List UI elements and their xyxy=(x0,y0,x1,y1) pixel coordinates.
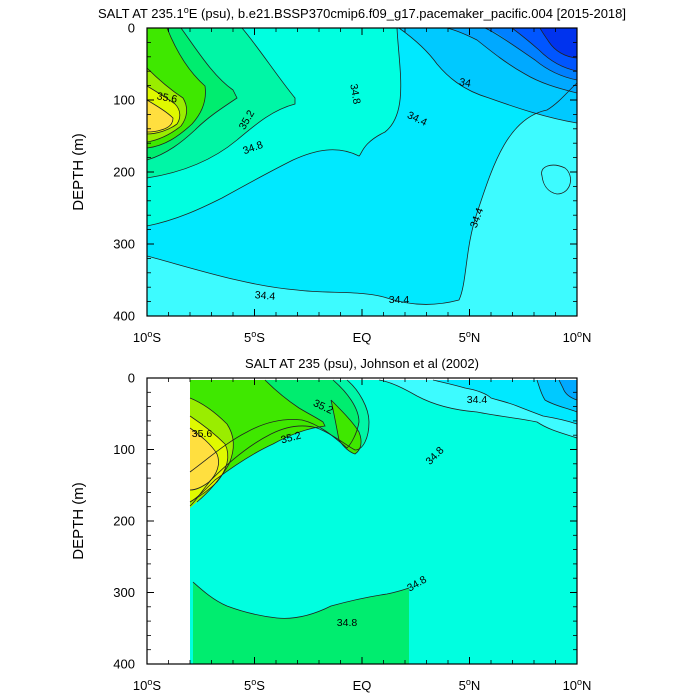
bottom-salinity-region-14 xyxy=(147,378,190,664)
bottom-contour-line-6 xyxy=(192,581,410,619)
top-contour-line-1 xyxy=(541,164,571,195)
bottom-y-tick-label: 0 xyxy=(128,371,135,386)
bottom-x-tick-label: 10oN xyxy=(563,677,592,693)
bottom-plot-area: 35.635.235.234.434.834.834.8010020030040… xyxy=(70,356,591,693)
top-salinity-region-8 xyxy=(540,28,577,58)
top-y-tick-label: 0 xyxy=(128,21,135,36)
top-contour-line-6 xyxy=(511,28,577,72)
top-contour-line-5 xyxy=(484,28,577,81)
top-contour-label: 34.4 xyxy=(389,294,410,306)
top-x-tick-label: 5oS xyxy=(244,329,265,345)
bottom-salinity-region-0 xyxy=(190,380,577,664)
top-contour-line-4 xyxy=(446,28,577,94)
top-contour-label: 34 xyxy=(458,76,472,90)
top-contour-line-7 xyxy=(539,28,577,59)
bottom-contour-line-3 xyxy=(558,379,577,401)
bottom-salinity-region-10 xyxy=(331,400,362,454)
bottom-y-tick-label: 400 xyxy=(113,657,135,672)
top-contour-line-11 xyxy=(147,67,187,143)
top-x-tick-label: 10oN xyxy=(563,329,592,345)
top-contour-line-3 xyxy=(398,28,577,124)
top-contour-line-10 xyxy=(147,28,206,149)
bottom-salinity-region-13 xyxy=(190,428,219,490)
top-contour-line-13 xyxy=(147,99,174,133)
bottom-contour-line-8 xyxy=(330,399,362,455)
bottom-x-tick-label: 5oS xyxy=(244,677,265,693)
bottom-contour-line-5 xyxy=(189,379,360,473)
bottom-y-tick-label: 200 xyxy=(113,514,135,529)
bottom-contour-label: 35.2 xyxy=(280,430,303,447)
top-x-tick-label: 5oN xyxy=(459,329,481,345)
bottom-y-tick-label: 300 xyxy=(113,585,135,600)
top-salinity-region-2 xyxy=(541,165,571,194)
bottom-contour-line-10 xyxy=(189,415,229,503)
bottom-contour-label: 35.6 xyxy=(192,428,213,440)
bottom-x-tick-label: 5oN xyxy=(459,677,481,693)
top-contour-fills xyxy=(147,28,577,316)
bottom-salinity-region-5 xyxy=(559,380,577,400)
bottom-salinity-region-8 xyxy=(193,582,409,664)
top-y-tick-label: 200 xyxy=(113,165,135,180)
bottom-contour-line-7 xyxy=(189,379,326,503)
bottom-contour-label: 34.4 xyxy=(467,394,488,406)
top-contour-label: 34.4 xyxy=(254,289,276,303)
bottom-y-tick-label: 100 xyxy=(113,442,135,457)
top-salinity-region-14 xyxy=(147,100,173,132)
top-x-tick-label: EQ xyxy=(353,330,372,345)
top-contour-lines xyxy=(147,28,577,305)
top-contour-line-9 xyxy=(147,28,238,161)
top-x-tick-label: 10oS xyxy=(133,329,161,345)
top-salinity-region-1 xyxy=(147,83,577,316)
bottom-x-tick-label: EQ xyxy=(353,678,372,693)
bottom-contour-line-11 xyxy=(189,427,219,491)
top-contour-line-0 xyxy=(147,82,577,305)
top-contour-line-2 xyxy=(147,28,402,227)
top-contour-line-12 xyxy=(147,85,181,135)
top-contour-label: 35.6 xyxy=(156,90,178,105)
top-y-tick-label: 300 xyxy=(113,237,135,252)
bottom-contour-line-0 xyxy=(378,379,577,439)
bottom-contour-fills xyxy=(147,378,577,664)
bottom-contour-line-1 xyxy=(432,379,577,425)
bottom-chart-title: SALT AT 235 (psu), Johnson et al (2002) xyxy=(245,356,479,371)
top-y-tick-label: 400 xyxy=(113,309,135,324)
top-contour-label: 34.8 xyxy=(347,83,362,105)
bottom-y-axis-label: DEPTH (m) xyxy=(70,482,87,560)
top-contour-line-8 xyxy=(147,28,296,179)
bottom-contour-label: 34.8 xyxy=(337,617,358,629)
top-y-axis-label: DEPTH (m) xyxy=(70,133,87,211)
bottom-contour-lines xyxy=(189,379,577,619)
top-y-tick-label: 100 xyxy=(113,93,135,108)
top-chart-title: SALT AT 235.1oE (psu), b.e21.BSSP370cmip… xyxy=(98,5,626,21)
bottom-contour-line-2 xyxy=(536,379,577,413)
bottom-x-tick-label: 10oS xyxy=(133,677,161,693)
